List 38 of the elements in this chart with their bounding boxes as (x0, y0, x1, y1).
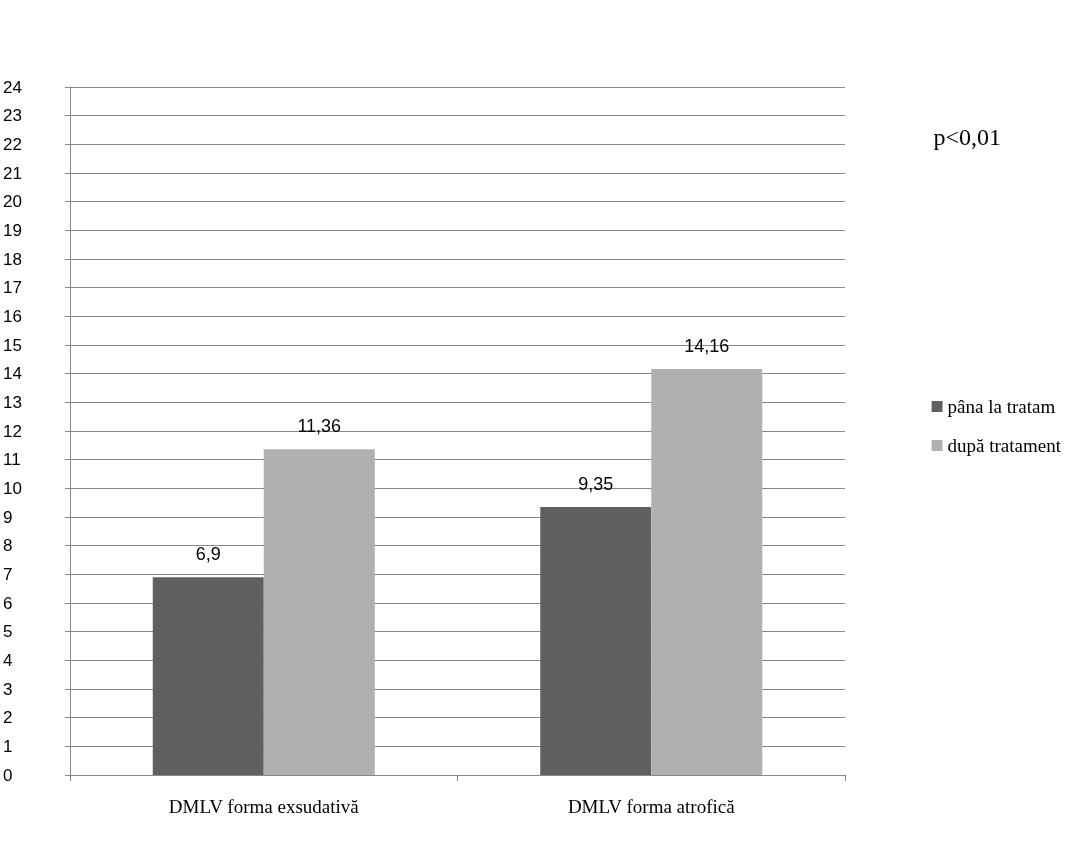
data-label: 11,36 (297, 416, 342, 437)
y-tick-label: 19 (3, 220, 22, 240)
x-tick-label: DMLV forma exsudativă (168, 796, 360, 817)
y-tick-label: 9 (3, 507, 13, 527)
y-tick-label: 22 (3, 134, 22, 154)
y-tick-label: 3 (3, 679, 13, 699)
bar (152, 577, 264, 775)
y-tick-label: 0 (3, 765, 13, 785)
y-tick-label: 13 (3, 392, 22, 412)
text: p<0,01 (933, 124, 1002, 150)
y-tick-label: 12 (3, 421, 22, 441)
y-tick-label: 5 (3, 622, 13, 642)
y-tick-label: 15 (3, 335, 22, 355)
y-tick-label: 23 (3, 106, 22, 126)
y-tick-label: 7 (3, 564, 13, 584)
y-tick-label: 21 (3, 163, 22, 183)
legend-label: după tratament (947, 435, 1062, 456)
bar (263, 449, 375, 775)
y-tick-label: 10 (3, 478, 22, 498)
y-tick-label: 14 (3, 364, 22, 384)
y-tick-label: 18 (3, 249, 22, 269)
bar (540, 506, 652, 775)
legend-label: pâna la tratam (947, 396, 1056, 417)
y-tick-label: 6 (3, 593, 13, 613)
data-label: 14,16 (684, 336, 730, 357)
y-tick-label: 16 (3, 306, 22, 326)
data-label: 6,9 (195, 544, 221, 565)
y-tick-label: 2 (3, 708, 13, 728)
x-tick-label: DMLV forma atrofică (567, 796, 736, 817)
y-tick-label: 8 (3, 536, 13, 556)
y-tick-label: 4 (3, 650, 13, 670)
bar (651, 369, 763, 775)
y-tick-label: 17 (3, 278, 22, 298)
y-tick-label: 1 (3, 736, 13, 756)
data-label: 9,35 (578, 473, 614, 494)
y-tick-label: 24 (3, 77, 22, 97)
y-tick-label: 11 (3, 450, 21, 470)
y-tick-label: 20 (3, 192, 22, 212)
